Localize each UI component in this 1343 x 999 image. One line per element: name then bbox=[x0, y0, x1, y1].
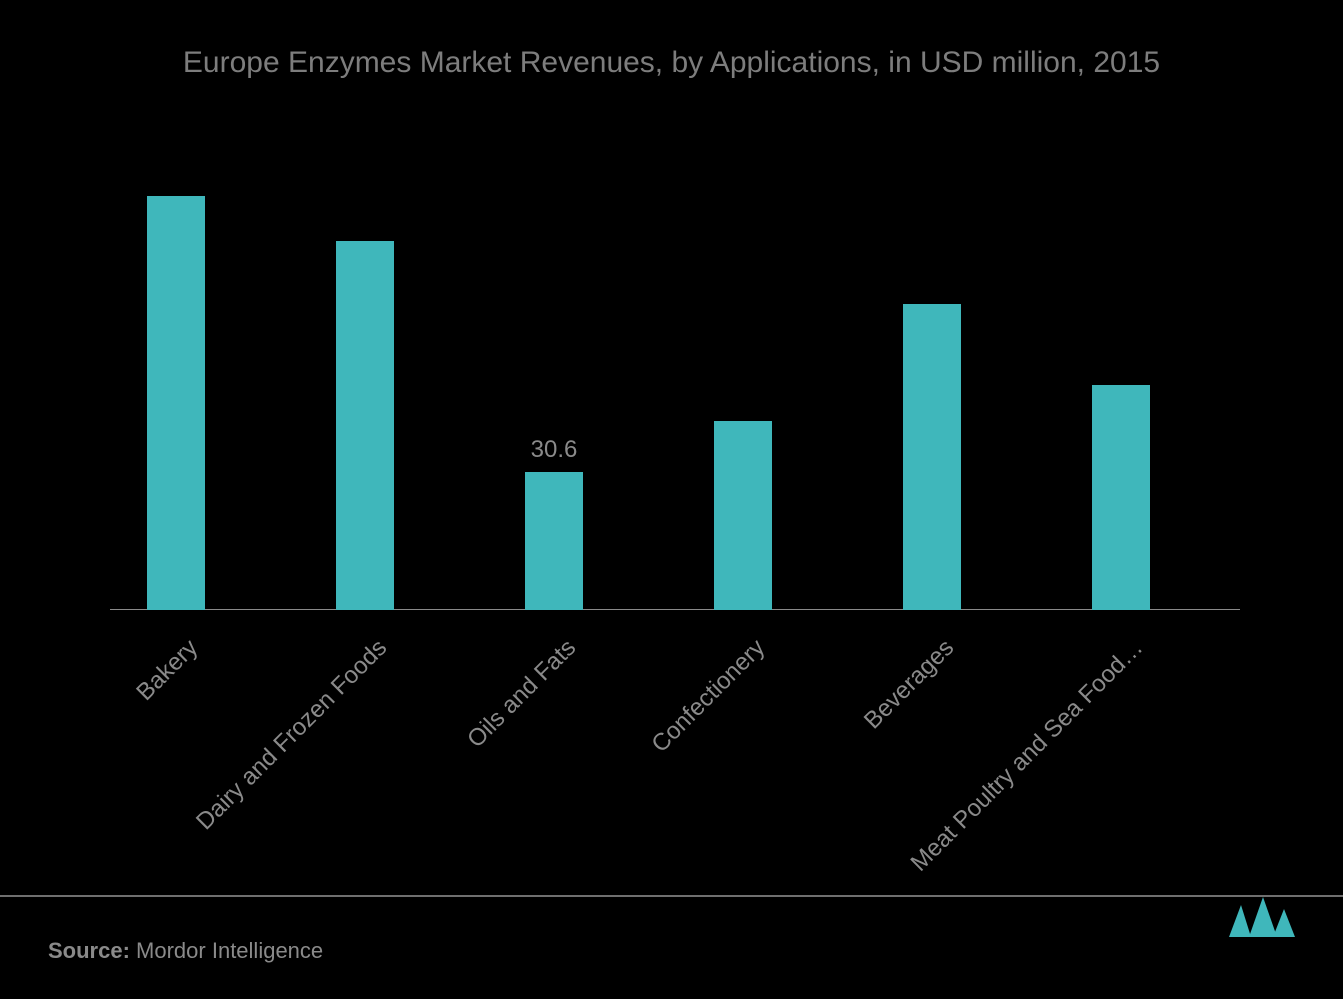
brand-logo-icon bbox=[1229, 897, 1295, 937]
bar-value-label: 30.6 bbox=[494, 436, 614, 464]
category-label: Beverages bbox=[657, 634, 960, 937]
bar bbox=[903, 304, 961, 610]
category-label: Dairy and Frozen Foods bbox=[90, 634, 393, 937]
bar bbox=[1092, 385, 1150, 610]
category-label: Meat Poultry and Sea Food… bbox=[846, 634, 1149, 937]
category-label: Bakery bbox=[0, 634, 204, 937]
chart-card: Europe Enzymes Market Revenues, by Appli… bbox=[40, 25, 1303, 875]
x-axis-line bbox=[110, 609, 1240, 610]
category-label: Confectionery bbox=[468, 634, 771, 937]
source-text: Mordor Intelligence bbox=[136, 938, 323, 963]
bar bbox=[525, 472, 583, 610]
plot-area: BakeryDairy and Frozen Foods30.6Oils and… bbox=[110, 160, 1240, 610]
bar bbox=[336, 241, 394, 610]
footer-divider bbox=[0, 895, 1343, 897]
category-label: Oils and Fats bbox=[279, 634, 582, 937]
source-prefix: Source: bbox=[48, 938, 130, 963]
chart-title: Europe Enzymes Market Revenues, by Appli… bbox=[40, 25, 1303, 84]
source-line: Source: Mordor Intelligence bbox=[48, 938, 323, 964]
bar bbox=[147, 196, 205, 610]
bar bbox=[714, 421, 772, 610]
